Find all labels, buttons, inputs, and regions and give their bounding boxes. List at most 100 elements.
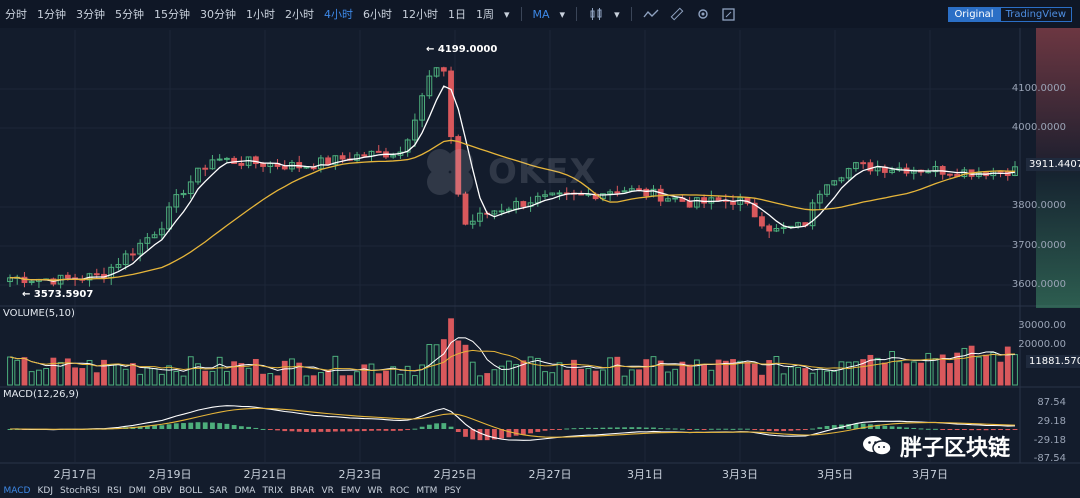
- indicator-tab[interactable]: RSI: [107, 486, 122, 496]
- timeframe-item[interactable]: 分时: [5, 8, 27, 21]
- indicator-tab[interactable]: StochRSI: [59, 486, 101, 496]
- indicator-tab[interactable]: MTM: [416, 486, 438, 496]
- volume-bar: [498, 365, 505, 386]
- candle-style-icon[interactable]: [587, 5, 605, 23]
- candle-body: [202, 167, 209, 170]
- volume-bar: [1004, 346, 1011, 386]
- volume-bar: [411, 375, 418, 386]
- macd-histogram-bar: [354, 429, 360, 432]
- volume-bar: [195, 363, 201, 386]
- candle-body: [158, 228, 165, 236]
- macd-histogram-bar: [831, 425, 837, 429]
- volume-bar: [397, 373, 404, 386]
- fullscreen-icon[interactable]: [720, 5, 738, 23]
- macd-histogram-bar: [542, 429, 548, 431]
- date-label: 3月7日: [912, 468, 948, 481]
- indicator-tab[interactable]: WR: [367, 486, 383, 496]
- macd-histogram-bar: [716, 428, 721, 430]
- timeframe-item[interactable]: 12小时: [402, 8, 438, 21]
- volume-bar: [238, 363, 245, 386]
- indicator-tab[interactable]: SAR: [209, 486, 228, 496]
- timeframe-item[interactable]: 30分钟: [200, 8, 236, 21]
- macd-panel-label: MACD(12,26,9): [3, 389, 79, 400]
- candle-body: [925, 171, 932, 174]
- indicator-tab[interactable]: BOLL: [179, 486, 203, 496]
- macd-histogram-bar: [708, 428, 714, 430]
- timeframe-item[interactable]: 15分钟: [154, 8, 190, 21]
- timeframe-item[interactable]: 4小时: [324, 8, 353, 21]
- volume-bar: [187, 356, 194, 386]
- macd-histogram-bar: [774, 429, 779, 432]
- indicator-tab[interactable]: BRAR: [290, 486, 315, 496]
- timeframe-item[interactable]: 2小时: [285, 8, 314, 21]
- macd-histogram-bar: [860, 423, 866, 429]
- current-price-tag: 3911.4407: [1026, 158, 1080, 171]
- macd-histogram-bar: [173, 423, 179, 429]
- macd-histogram-bar: [137, 426, 143, 429]
- view-original-button[interactable]: Original: [948, 7, 1000, 22]
- indicator-tab[interactable]: PSY: [444, 486, 461, 496]
- candle-body: [766, 225, 773, 232]
- macd-histogram-bar: [781, 429, 787, 432]
- macd-histogram-bar: [144, 425, 150, 429]
- volume-bar: [310, 375, 317, 386]
- timeframe-item[interactable]: 1分钟: [37, 8, 66, 21]
- indicator-tab[interactable]: VR: [321, 486, 334, 496]
- indicator-tab[interactable]: MACD: [3, 486, 31, 496]
- indicator-tab[interactable]: DMA: [234, 486, 256, 496]
- candle-body: [874, 166, 881, 172]
- volume-bar: [231, 361, 238, 386]
- candle-body: [947, 173, 953, 176]
- macd-histogram-bar: [817, 427, 823, 429]
- macd-histogram-bar: [238, 426, 244, 429]
- volume-bar: [419, 364, 426, 386]
- volume-bar: [549, 372, 556, 386]
- volume-bar: [860, 359, 867, 386]
- indicator-tab[interactable]: TRIX: [262, 486, 284, 496]
- candle-style-chevron-icon[interactable]: ▾: [614, 7, 620, 21]
- macd-histogram-bar: [513, 429, 519, 436]
- volume-bar: [173, 370, 180, 386]
- macd-histogram-bar: [246, 426, 251, 429]
- volume-bar: [961, 347, 968, 386]
- macd-histogram-bar: [904, 427, 909, 429]
- indicator-tab[interactable]: EMV: [340, 486, 361, 496]
- settings-gear-icon[interactable]: [694, 5, 712, 23]
- candle-body: [816, 193, 823, 204]
- indicator-tab[interactable]: DMI: [128, 486, 146, 496]
- date-label: 2月27日: [528, 468, 572, 481]
- macd-histogram-bar: [1012, 429, 1018, 430]
- timeframe-item[interactable]: 1周: [476, 8, 494, 21]
- volume-bar: [592, 370, 599, 386]
- volume-bar: [303, 375, 310, 386]
- timeframe-item[interactable]: 5分钟: [115, 8, 144, 21]
- volume-bar: [1012, 354, 1018, 386]
- volume-bar: [563, 369, 570, 386]
- macd-histogram-bar: [557, 429, 562, 430]
- indicator-tab[interactable]: KDJ: [37, 486, 53, 496]
- volume-bar: [975, 356, 982, 386]
- candle-body: [867, 162, 874, 172]
- candle-body: [419, 95, 426, 121]
- indicator-tab[interactable]: OBV: [153, 486, 173, 496]
- volume-bar: [158, 373, 165, 386]
- indicator-tab[interactable]: ROC: [389, 486, 410, 496]
- ruler-icon[interactable]: [668, 5, 686, 23]
- timeframe-item[interactable]: 1日: [448, 8, 466, 21]
- volume-bar: [795, 366, 801, 386]
- line-chart-icon[interactable]: [642, 5, 660, 23]
- macd-histogram-bar: [347, 429, 353, 432]
- view-tradingview-button[interactable]: TradingView: [999, 7, 1072, 22]
- indicator-select-chevron-icon[interactable]: ▾: [559, 7, 566, 21]
- volume-bar: [86, 359, 93, 386]
- macd-histogram-bar: [889, 426, 895, 429]
- timeframe-more-icon[interactable]: ▾: [504, 7, 510, 21]
- timeframe-item[interactable]: 1小时: [246, 8, 275, 21]
- price-chart[interactable]: [0, 28, 1080, 498]
- timeframe-item[interactable]: 6小时: [363, 8, 392, 21]
- timeframe-item[interactable]: 3分钟: [76, 8, 105, 21]
- macd-dea-line: [9, 407, 1016, 438]
- volume-bar: [36, 369, 42, 386]
- indicator-select[interactable]: MA: [532, 7, 550, 21]
